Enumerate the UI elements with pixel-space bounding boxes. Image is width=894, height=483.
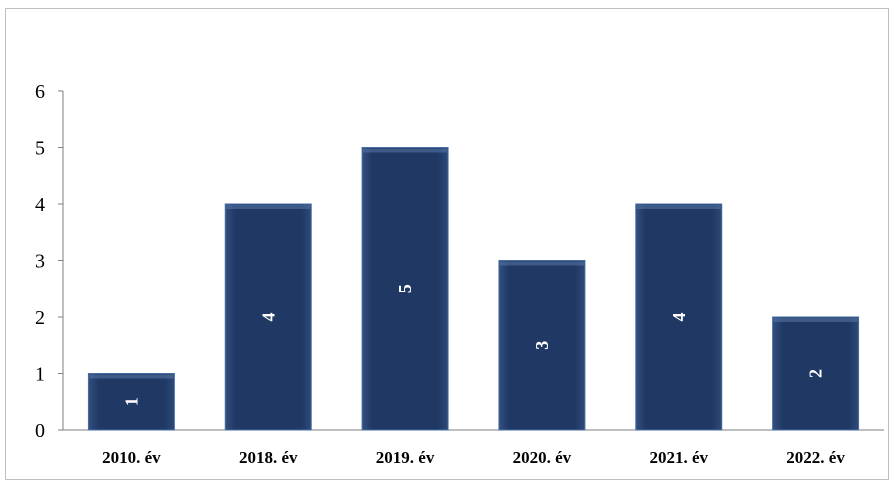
labels: 0 1 2 3 4 5 6 1 2010. év 4 2018. év 5 2019. év 3 2020.… bbox=[35, 81, 845, 467]
bar-bevel bbox=[363, 148, 448, 153]
axes bbox=[58, 90, 884, 431]
bar-data-label: 4 bbox=[669, 313, 689, 322]
bar-bevel bbox=[636, 205, 721, 209]
bar-bevel bbox=[89, 374, 174, 379]
y-tick-label: 6 bbox=[35, 81, 45, 103]
bar-bevel bbox=[773, 318, 858, 322]
y-tick-label: 5 bbox=[35, 138, 45, 160]
y-tick-label: 1 bbox=[35, 364, 45, 386]
bar bbox=[772, 316, 860, 431]
bar-data-label: 1 bbox=[121, 397, 141, 406]
bar-data-label: 4 bbox=[258, 313, 278, 322]
bar bbox=[224, 203, 312, 431]
bar bbox=[498, 260, 586, 431]
bar-bevel bbox=[499, 261, 584, 266]
bar bbox=[87, 373, 175, 431]
x-category-label: 2022. év bbox=[786, 448, 845, 467]
y-tick-label: 3 bbox=[35, 251, 45, 273]
bar bbox=[361, 147, 449, 431]
x-category-label: 2018. év bbox=[239, 448, 298, 467]
y-tick-label: 0 bbox=[35, 420, 45, 442]
bar-data-label: 2 bbox=[806, 369, 826, 378]
x-category-label: 2021. év bbox=[649, 448, 708, 467]
bar-bevel bbox=[226, 205, 311, 209]
y-tick-label: 4 bbox=[35, 194, 45, 216]
x-category-label: 2019. év bbox=[376, 448, 435, 467]
bar-data-label: 5 bbox=[395, 284, 415, 293]
bar bbox=[635, 203, 723, 431]
x-category-label: 2020. év bbox=[513, 448, 572, 467]
x-category-label: 2010. év bbox=[102, 448, 161, 467]
bar-data-label: 3 bbox=[532, 341, 552, 350]
bars bbox=[87, 147, 860, 431]
y-tick-label: 2 bbox=[35, 307, 45, 329]
